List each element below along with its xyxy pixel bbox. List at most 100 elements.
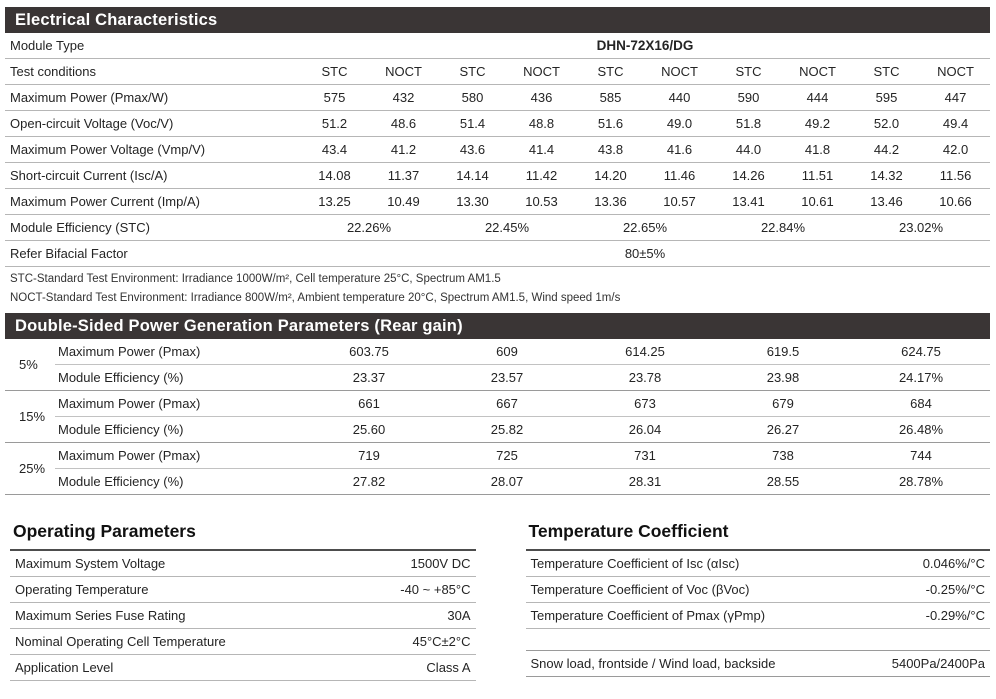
cell: 41.6 <box>645 136 714 163</box>
cell: 48.8 <box>507 110 576 137</box>
row-label: Nominal Operating Cell Temperature <box>10 628 331 656</box>
cell: 436 <box>507 84 576 111</box>
cell: 609 <box>438 339 576 366</box>
cell: 590 <box>714 84 783 111</box>
row-value: -40 ~ +85°C <box>330 576 476 604</box>
cell: 575 <box>300 84 369 111</box>
cell: 22.26% <box>300 214 438 241</box>
gain-5-efficiency-row: Module Efficiency (%) 23.37 23.57 23.78 … <box>5 364 990 392</box>
cell: 43.4 <box>300 136 369 163</box>
cell: 738 <box>714 442 852 470</box>
cell: NOCT <box>369 58 438 85</box>
noct-footnote: NOCT-Standard Test Environment: Irradian… <box>10 291 621 304</box>
gain-5-power-row: 5% Maximum Power (Pmax) 603.75 609 614.2… <box>5 339 990 392</box>
electrical-section-title: Electrical Characteristics <box>15 11 218 29</box>
cell: 13.41 <box>714 188 783 215</box>
cell: 42.0 <box>921 136 991 163</box>
gain-15-power-row: 15% Maximum Power (Pmax) 661 667 673 679… <box>5 390 990 444</box>
cell: NOCT <box>645 58 714 85</box>
cell: NOCT <box>783 58 852 85</box>
cell: 25.60 <box>300 416 438 444</box>
imp-row: Maximum Power Current (Imp/A) 13.25 10.4… <box>5 188 991 215</box>
cell: 23.37 <box>300 364 438 392</box>
cell: 44.0 <box>714 136 783 163</box>
row-label-voc: Open-circuit Voltage (Voc/V) <box>5 110 300 137</box>
cell: 725 <box>438 442 576 470</box>
temperature-coefficient-section: Temperature Coefficient Temperature Coef… <box>525 521 991 681</box>
cell: 719 <box>300 442 438 470</box>
spacer <box>526 629 991 650</box>
cell: 619.5 <box>714 339 852 366</box>
gain-25-efficiency-row: Module Efficiency (%) 27.82 28.07 28.31 … <box>5 468 990 496</box>
row-label-isc: Short-circuit Current (Isc/A) <box>5 162 300 189</box>
row-label-power: Maximum Power (Pmax) <box>55 442 300 470</box>
table-row: Nominal Operating Cell Temperature 45°C±… <box>10 628 476 656</box>
row-label-efficiency: Module Efficiency (STC) <box>5 214 300 241</box>
efficiency-row: Module Efficiency (STC) 22.26% 22.45% 22… <box>5 214 991 241</box>
stc-footnote: STC-Standard Test Environment: Irradianc… <box>10 273 501 285</box>
cell: 661 <box>300 390 438 418</box>
cell: 679 <box>714 390 852 418</box>
rear-gain-section-header: Double-Sided Power Generation Parameters… <box>5 313 990 340</box>
cell: 24.17% <box>852 364 990 392</box>
cell: 23.78 <box>576 364 714 392</box>
cell: NOCT <box>507 58 576 85</box>
cell: STC <box>852 58 921 85</box>
operating-parameters-title: Operating Parameters <box>10 521 476 552</box>
rear-gain-table: 5% Maximum Power (Pmax) 603.75 609 614.2… <box>5 339 990 496</box>
cell: 26.27 <box>714 416 852 444</box>
cell: 14.32 <box>852 162 921 189</box>
row-label-efficiency: Module Efficiency (%) <box>55 468 300 496</box>
gain-25-power-row: 25% Maximum Power (Pmax) 719 725 731 738… <box>5 442 990 496</box>
cell: 595 <box>852 84 921 111</box>
row-value: -0.25%/°C <box>845 576 990 604</box>
cell: 43.8 <box>576 136 645 163</box>
cell: 11.51 <box>783 162 852 189</box>
cell: 731 <box>576 442 714 470</box>
electrical-section-header: Electrical Characteristics <box>5 7 990 33</box>
cell: 11.46 <box>645 162 714 189</box>
cell: 444 <box>783 84 852 111</box>
test-environment-footnotes: STC-Standard Test Environment: Irradianc… <box>5 267 990 306</box>
cell: 28.07 <box>438 468 576 496</box>
row-label: Maximum Series Fuse Rating <box>10 602 331 630</box>
cell: 28.55 <box>714 468 852 496</box>
cell: 744 <box>852 442 990 470</box>
row-label: Maximum System Voltage <box>10 551 331 578</box>
cell: 23.57 <box>438 364 576 392</box>
test-conditions-label: Test conditions <box>5 58 300 85</box>
operating-parameters-section: Operating Parameters Maximum System Volt… <box>10 521 476 682</box>
module-type-row: Module Type DHN-72X16/DG <box>5 33 991 59</box>
row-label-efficiency: Module Efficiency (%) <box>55 416 300 444</box>
cell: 11.37 <box>369 162 438 189</box>
row-label-pmax: Maximum Power (Pmax/W) <box>5 84 300 111</box>
cell: 14.20 <box>576 162 645 189</box>
cell: 41.2 <box>369 136 438 163</box>
cell: 51.2 <box>300 110 369 137</box>
cell: 26.48% <box>852 416 990 444</box>
cell: 22.65% <box>576 214 714 241</box>
cell: 28.78% <box>852 468 990 496</box>
row-value: Class A <box>330 654 476 682</box>
table-row: Operating Temperature -40 ~ +85°C <box>10 576 476 604</box>
row-value: 0.046%/°C <box>845 551 990 578</box>
table-row: Temperature Coefficient of Pmax (γPmp) -… <box>525 602 990 630</box>
cell: 603.75 <box>300 339 438 366</box>
cell: 684 <box>852 390 990 418</box>
cell: 614.25 <box>576 339 714 366</box>
cell: 11.42 <box>507 162 576 189</box>
row-value: 45°C±2°C <box>330 628 476 656</box>
cell: 432 <box>369 84 438 111</box>
cell: NOCT <box>921 58 991 85</box>
row-label-bifacial: Refer Bifacial Factor <box>5 240 300 267</box>
cell: 13.36 <box>576 188 645 215</box>
cell: 585 <box>576 84 645 111</box>
gain-label-25: 25% <box>5 442 55 496</box>
cell: 51.8 <box>714 110 783 137</box>
cell: 13.46 <box>852 188 921 215</box>
table-row: Maximum System Voltage 1500V DC <box>10 551 476 578</box>
table-row: Temperature Coefficient of Voc (βVoc) -0… <box>525 576 990 604</box>
cell: 41.8 <box>783 136 852 163</box>
cell: 52.0 <box>852 110 921 137</box>
cell: 41.4 <box>507 136 576 163</box>
